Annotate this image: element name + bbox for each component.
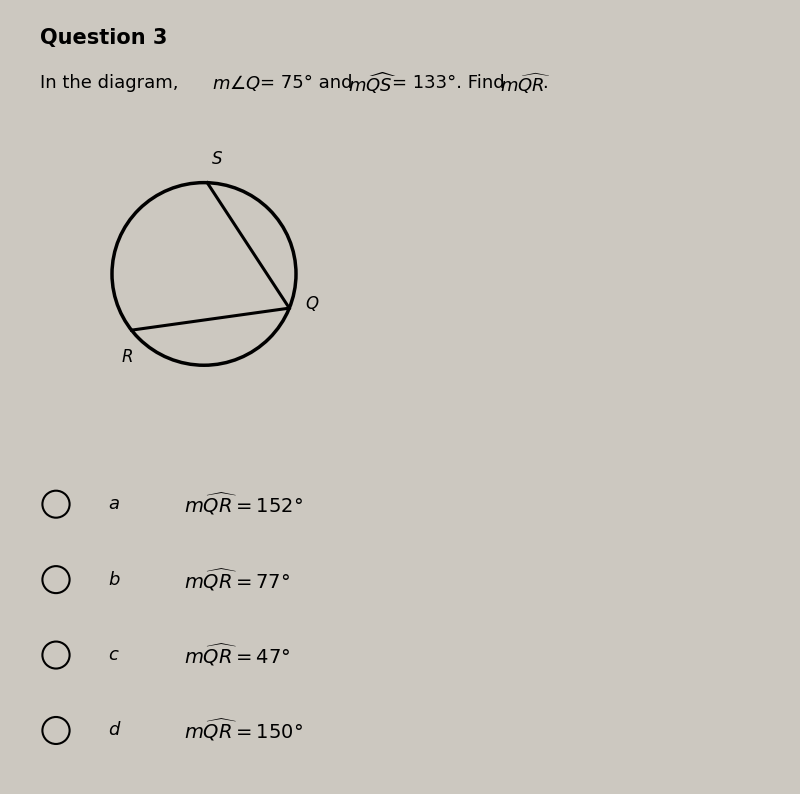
Text: In the diagram,: In the diagram, <box>40 75 178 92</box>
Text: $m\angle Q$: $m\angle Q$ <box>212 73 261 94</box>
Text: Question 3: Question 3 <box>40 28 167 48</box>
Text: a: a <box>108 495 119 513</box>
Text: b: b <box>108 571 119 588</box>
Text: S: S <box>211 150 222 168</box>
Text: c: c <box>108 646 118 664</box>
Text: = 75° and: = 75° and <box>260 75 353 92</box>
Text: $m\widehat{QR}$: $m\widehat{QR}$ <box>500 71 550 95</box>
Text: R: R <box>122 348 134 365</box>
Text: $m\widehat{QR}$$= 77°$: $m\widehat{QR}$$= 77°$ <box>184 567 290 592</box>
Text: = 133°. Find: = 133°. Find <box>392 75 505 92</box>
Text: .: . <box>542 75 548 92</box>
Text: $m\widehat{QR}$$= 152°$: $m\widehat{QR}$$= 152°$ <box>184 491 303 517</box>
Text: $m\widehat{QR}$$= 47°$: $m\widehat{QR}$$= 47°$ <box>184 642 290 668</box>
Text: $m\widehat{QR}$$= 150°$: $m\widehat{QR}$$= 150°$ <box>184 718 303 743</box>
Text: d: d <box>108 722 119 739</box>
Text: $m\widehat{QS}$: $m\widehat{QS}$ <box>348 71 397 96</box>
Text: Q: Q <box>306 295 318 313</box>
